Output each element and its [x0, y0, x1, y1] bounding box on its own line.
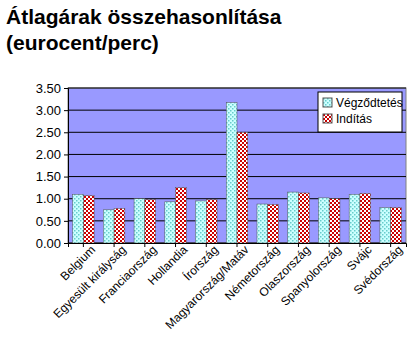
- legend-entry: Indítás: [323, 112, 372, 126]
- y-axis: 0.00 0.50 1.00 1.50 2.00 2.50 3.00 3.50: [36, 81, 69, 251]
- bar: [329, 199, 340, 243]
- y-tick-mark: [64, 243, 68, 244]
- y-tick-mark: [64, 199, 68, 200]
- bar: [206, 200, 217, 243]
- plot: 0.00 0.50 1.00 1.50 2.00 2.50 3.00 3.50 BelgiumE…: [36, 81, 407, 332]
- series: [83, 132, 401, 243]
- y-tick: 2.50: [36, 125, 68, 140]
- y-tick-label: 1.00: [36, 191, 61, 206]
- grid-line: [68, 88, 406, 89]
- legend-entry: Végződtetés: [323, 96, 403, 110]
- y-tick-label: 0.50: [36, 214, 61, 229]
- y-tick: 2.00: [36, 147, 68, 162]
- y-axis-line: [64, 89, 69, 244]
- bar: [257, 204, 268, 243]
- bar: [114, 208, 125, 243]
- y-tick: 3.00: [36, 103, 68, 118]
- bar: [165, 202, 176, 243]
- bar: [391, 208, 402, 243]
- y-tick-mark: [64, 177, 68, 178]
- bar: [318, 198, 329, 243]
- bar: [134, 199, 145, 243]
- y-tick-label: 0.00: [36, 236, 61, 251]
- x-tick-label: Hollandia: [145, 242, 191, 288]
- bar: [380, 208, 391, 243]
- y-tick: 1.00: [36, 191, 68, 206]
- title: Átlagárak összehasonlítása(eurocent/perc…: [6, 5, 282, 54]
- series: [73, 103, 391, 243]
- bar: [360, 193, 371, 243]
- legend-swatch: [323, 98, 332, 107]
- y-tick-mark: [64, 132, 68, 133]
- y-tick: 0.00: [36, 236, 68, 251]
- bar: [226, 103, 237, 243]
- y-tick-mark: [64, 154, 68, 155]
- y-tick-label: 3.50: [36, 81, 61, 96]
- legend-label: Végződtetés: [336, 96, 403, 110]
- bar: [288, 192, 299, 243]
- bar: [237, 132, 248, 243]
- bar: [298, 193, 309, 243]
- x-tick-label: Spanyolország: [278, 243, 344, 309]
- y-tick-label: 2.50: [36, 125, 61, 140]
- legend: Végződtetés Indítás: [318, 92, 403, 132]
- y-tick-mark: [64, 88, 68, 89]
- y-tick-mark: [64, 110, 68, 111]
- y-tick-label: 1.50: [36, 169, 61, 184]
- legend-label: Indítás: [336, 112, 372, 126]
- legend-box: [318, 92, 402, 132]
- x-tick-label: Svédország: [351, 243, 406, 298]
- chart: Átlagárak összehasonlítása(eurocent/perc…: [0, 0, 420, 363]
- bar: [268, 204, 279, 243]
- y-tick: 1.50: [36, 169, 68, 184]
- y-tick-label: 3.00: [36, 103, 61, 118]
- bar: [349, 194, 360, 243]
- plot-background: [68, 88, 406, 243]
- bar: [145, 200, 156, 243]
- x-tick: Svédország: [351, 243, 406, 298]
- x-tick: Hollandia: [145, 242, 191, 288]
- y-tick-mark: [64, 221, 68, 222]
- bar: [73, 194, 84, 243]
- y-tick: 3.50: [36, 81, 68, 96]
- bar: [176, 188, 187, 243]
- x-axis: BelgiumEgyesült királyságFranciaországHo…: [51, 242, 407, 332]
- bar: [196, 201, 207, 243]
- bars: [73, 103, 402, 243]
- y-tick: 0.50: [36, 214, 68, 229]
- y-tick-label: 2.00: [36, 147, 61, 162]
- bar: [83, 196, 94, 243]
- bar: [103, 210, 114, 243]
- legend-swatch: [323, 114, 332, 123]
- grid: [68, 88, 406, 243]
- x-tick: Spanyolország: [278, 243, 344, 309]
